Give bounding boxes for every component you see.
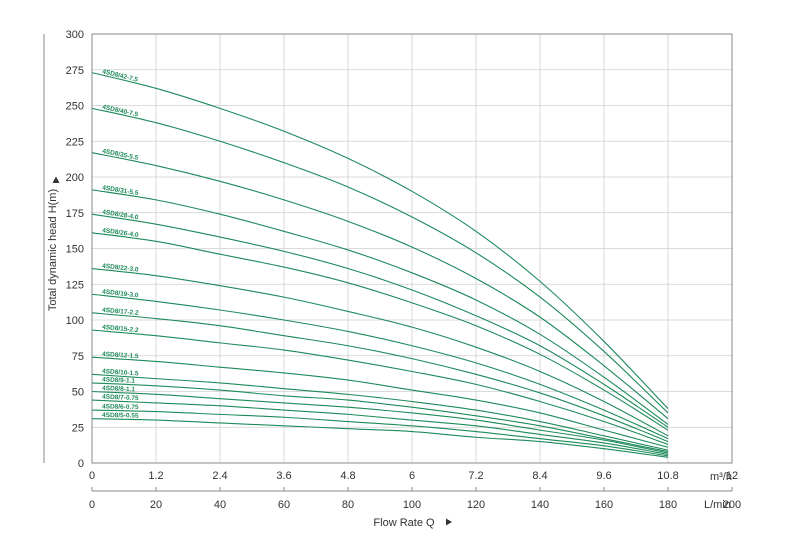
curve-4SD8/22-3.0	[91, 267, 669, 437]
y-tick-label: 250	[66, 101, 84, 113]
curve-4SD8/31-5.5	[91, 189, 669, 425]
x2-tick-label: 200	[723, 499, 741, 511]
x-tick-label: 9.6	[596, 470, 611, 482]
curve-4SD8/12-1.5	[91, 356, 669, 448]
curves	[91, 72, 669, 458]
x-tick-label: 8.4	[532, 470, 547, 482]
x2-unit-label: L/min	[704, 499, 731, 511]
curve-label: 4SD8/6-0.75	[102, 403, 139, 411]
y-tick-label: 50	[72, 387, 84, 399]
curve-4SD8/5-0.55	[91, 418, 669, 458]
curve-4SD8/19-3.0	[91, 293, 669, 440]
curve-label: 4SD8/9-1.1	[102, 376, 136, 384]
x2-tick-label: 80	[342, 499, 354, 511]
x-tick-label: 3.6	[276, 470, 291, 482]
curve-4SD8/10-1.5	[91, 373, 669, 451]
x2-tick-label: 0	[89, 499, 95, 511]
curve-4SD8/40-7.5	[91, 107, 669, 414]
x2-tick-label: 20	[150, 499, 162, 511]
x-tick-label: 1.2	[148, 470, 163, 482]
curve-4SD8/42-7.5	[91, 72, 669, 410]
x-tick-label: 4.8	[340, 470, 355, 482]
curve-label: 4SD8/22-3.0	[102, 263, 139, 274]
curve-label: 4SD8/26-4.0	[102, 227, 139, 239]
y-axis-title: Total dynamic head H(m)	[47, 189, 59, 311]
curve-4SD8/6-0.75	[91, 409, 669, 457]
curve-label: 4SD8/35-5.5	[102, 148, 140, 162]
y-axis-title-group: Total dynamic head H(m)	[47, 176, 60, 311]
curve-label: 4SD8/8-1.1	[102, 385, 136, 393]
y-tick-label: 300	[66, 29, 84, 41]
curve-label: 4SD8/15-2.2	[102, 324, 139, 334]
curve-label: 4SD8/19-3.0	[102, 288, 139, 299]
x-unit-label: m³/h	[710, 471, 732, 483]
curve-4SD8/35-5.5	[91, 152, 669, 420]
x-axis-title: Flow Rate Q	[373, 517, 435, 529]
x-axis-title-group: Flow Rate Q	[373, 517, 452, 529]
x2-tick-label: 160	[595, 499, 613, 511]
y-tick-label: 125	[66, 279, 84, 291]
x-tick-label: 0	[89, 470, 95, 482]
x2-tick-label: 140	[531, 499, 549, 511]
x-tick-label: 6	[409, 470, 415, 482]
curve-label: 4SD8/10-1.5	[102, 368, 139, 377]
curve-labels: 4SD8/42-7.5 4SD8/40-7.5 4SD8/35-5.5 4SD8/31…	[102, 68, 140, 420]
y-tick-label: 200	[66, 172, 84, 184]
y-tick-label: 225	[66, 136, 84, 148]
curve-label: 4SD8/42-7.5	[102, 68, 139, 84]
x-tick-label: 2.4	[212, 470, 227, 482]
curve-4SD8/26-4.0	[91, 232, 669, 431]
x2-tick-labels: 0 20 40 60 80 100 120 140 160 180 200	[89, 487, 741, 511]
y-axis-arrow-icon	[52, 176, 60, 183]
x-tick-label: 10.8	[657, 470, 678, 482]
x-tick-labels: 0 1.2 2.4 3.6 4.8 6 7.2 8.4 9.6 10.8 12	[89, 470, 738, 482]
y-tick-label: 175	[66, 208, 84, 220]
curve-4SD8/15-2.2	[91, 329, 669, 445]
x2-tick-label: 180	[659, 499, 677, 511]
curve-label: 4SD8/5-0.55	[102, 412, 139, 420]
x-tick-label: 7.2	[468, 470, 483, 482]
y-tick-label: 275	[66, 65, 84, 77]
x2-tick-label: 40	[214, 499, 226, 511]
y-tick-labels: 0 25 50 75 100 125 150 175 200 225 250 275 300	[66, 29, 84, 470]
plot-border	[91, 33, 733, 464]
curve-4SD8/8-1.1	[91, 390, 669, 454]
curve-label: 4SD8/17-2.2	[102, 307, 139, 317]
curve-label: 4SD8/7-0.75	[102, 394, 139, 403]
y-tick-label: 75	[72, 351, 84, 363]
x-tick-label: 12	[726, 470, 738, 482]
y-tick-label: 25	[72, 422, 84, 434]
x2-tick-label: 120	[467, 499, 485, 511]
curve-4SD8/7-0.75	[91, 399, 669, 455]
curve-4SD8/28-4.0	[91, 213, 669, 428]
y-tick-label: 150	[66, 244, 84, 256]
curve-label: 4SD8/12-1.5	[102, 351, 139, 360]
plot-frame	[43, 33, 733, 492]
x2-tick-label: 100	[403, 499, 421, 511]
y-tick-label: 0	[78, 458, 84, 470]
y-tick-label: 100	[66, 315, 84, 327]
x2-tick-label: 60	[278, 499, 290, 511]
curve-label: 4SD8/28-4.0	[102, 209, 140, 222]
curve-4SD8/17-2.2	[91, 312, 669, 443]
curve-label: 4SD8/31-5.5	[102, 184, 140, 197]
x-axis-arrow-icon	[446, 518, 452, 526]
curve-4SD8/9-1.1	[91, 382, 669, 453]
curve-label: 4SD8/40-7.5	[102, 104, 140, 119]
